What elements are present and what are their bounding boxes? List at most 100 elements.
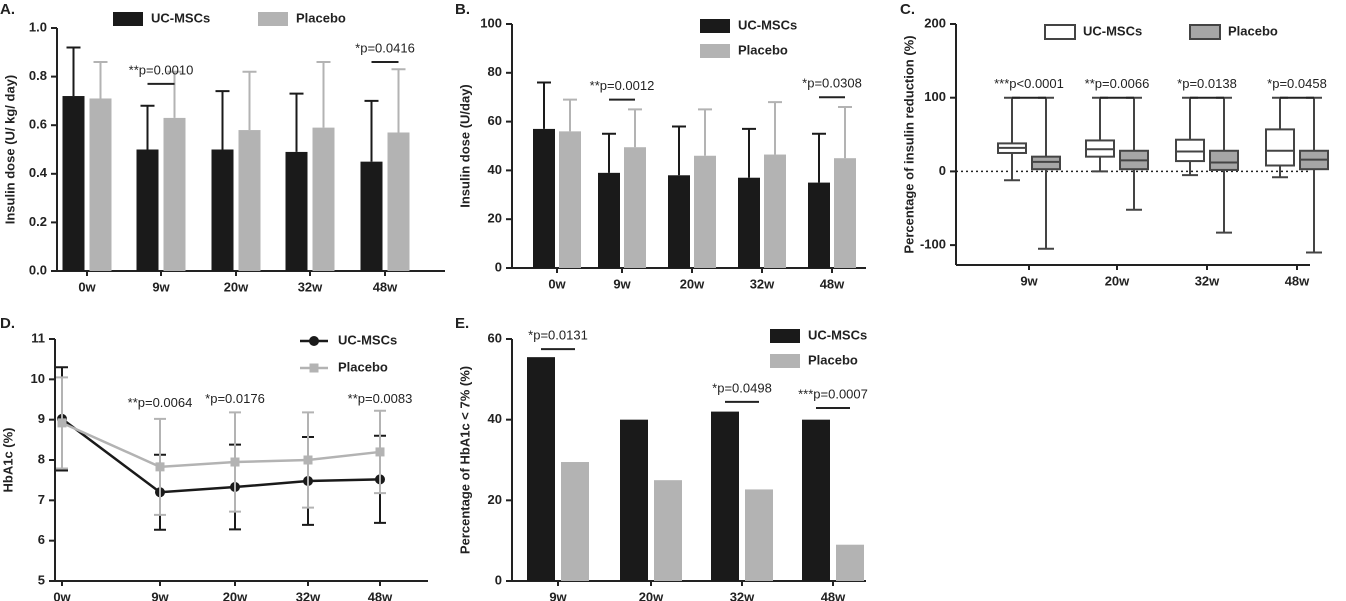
y-tick-label: 100 <box>480 15 502 30</box>
y-tick-label: 8 <box>38 451 45 466</box>
annotation: *p=0.0498 <box>712 380 772 395</box>
x-tick-label: 20w <box>224 279 249 294</box>
annotation: *p=0.0416 <box>355 40 415 55</box>
x-tick-label: 20w <box>223 589 248 601</box>
y-tick-label: 60 <box>488 113 502 128</box>
annotation: **p=0.0064 <box>128 395 193 410</box>
legend-marker <box>309 363 319 373</box>
error-bar <box>215 90 230 150</box>
bar <box>620 419 648 581</box>
x-tick-label: 9w <box>549 589 567 601</box>
legend-label: Placebo <box>338 359 388 374</box>
x-tick-label: 20w <box>639 589 664 601</box>
bar <box>89 98 112 271</box>
bar <box>802 419 830 581</box>
y-axis-label: Percentage of HbA1c < 7% (%) <box>457 366 472 554</box>
panel-title: D. <box>0 315 15 332</box>
error-bar <box>537 81 551 129</box>
annotation: **p=0.0010 <box>129 62 194 77</box>
panel-title: B. <box>455 1 470 18</box>
error-bar <box>391 68 406 133</box>
legend-label: UC-MSCs <box>738 17 797 32</box>
annotation: **p=0.0083 <box>348 391 413 406</box>
x-tick-label: 32w <box>296 589 321 601</box>
error-bar <box>742 127 756 178</box>
legend-swatch <box>113 12 143 26</box>
bar <box>836 544 864 581</box>
y-tick-label: 7 <box>38 492 45 507</box>
x-tick-label: 32w <box>730 589 755 601</box>
x-tick-label: 0w <box>78 279 96 294</box>
bar <box>711 411 739 581</box>
bar <box>738 177 760 268</box>
whisker <box>1004 96 1020 182</box>
y-tick-label: 60 <box>488 330 502 345</box>
legend-label: UC-MSCs <box>151 10 210 25</box>
y-tick-label: 80 <box>488 64 502 79</box>
x-tick-label: 0w <box>548 276 566 291</box>
marker <box>375 447 385 457</box>
y-tick-label: 0.8 <box>29 68 47 83</box>
y-axis-label: Insulin dose (U/day) <box>457 84 472 208</box>
panel-title: C. <box>900 1 915 18</box>
legend-swatch <box>258 12 288 26</box>
error-bar <box>838 105 852 159</box>
y-tick-label: 0.6 <box>29 117 47 132</box>
marker <box>230 457 240 467</box>
line <box>61 421 381 469</box>
legend-label: Placebo <box>738 42 788 57</box>
error-bar <box>364 99 379 162</box>
x-tick-label: 48w <box>821 589 846 601</box>
marker <box>155 462 165 472</box>
annotation: **p=0.0012 <box>590 78 655 93</box>
bar <box>624 147 646 268</box>
whisker <box>1182 96 1198 177</box>
box <box>1175 138 1205 163</box>
error-bar <box>140 104 155 150</box>
bar <box>808 182 830 268</box>
bar <box>668 175 690 268</box>
bar <box>561 462 589 581</box>
annotation: ***p=0.0007 <box>798 386 868 401</box>
x-tick-label: 20w <box>1105 273 1130 288</box>
bar <box>764 154 786 268</box>
bar <box>360 161 383 271</box>
x-tick-label: 9w <box>1020 273 1038 288</box>
bar <box>533 128 555 268</box>
y-tick-label: 0.4 <box>29 165 48 180</box>
legend-label: UC-MSCs <box>338 332 397 347</box>
annotation: ***p<0.0001 <box>994 76 1064 91</box>
error-bar <box>628 108 642 148</box>
legend-swatch <box>1189 24 1221 40</box>
x-tick-label: 9w <box>151 589 169 601</box>
error-bar <box>602 132 616 173</box>
box <box>1209 149 1239 171</box>
legend-label: UC-MSCs <box>808 327 867 342</box>
annotation: *p=0.0131 <box>528 328 588 343</box>
y-tick-label: 20 <box>488 492 502 507</box>
annotation: **p=0.0066 <box>1085 76 1150 91</box>
bar <box>136 149 159 271</box>
error-bar <box>768 101 782 155</box>
y-tick-label: 5 <box>38 572 45 587</box>
y-tick-label: 40 <box>488 411 502 426</box>
panel-title: A. <box>0 1 15 18</box>
y-tick-label: 20 <box>488 211 502 226</box>
bar <box>211 149 234 271</box>
x-tick-label: 48w <box>373 279 398 294</box>
bar <box>163 117 186 271</box>
legend-swatch <box>700 19 730 33</box>
y-tick-label: 9 <box>38 411 45 426</box>
error-bar <box>66 46 81 97</box>
legend-swatch <box>700 44 730 58</box>
y-tick-label: 0 <box>495 259 502 274</box>
bar <box>598 172 620 268</box>
y-tick-label: 10 <box>31 371 45 386</box>
y-tick-label: 40 <box>488 162 502 177</box>
y-axis-label: Insulin dose (U/ kg/ day) <box>2 75 17 225</box>
x-tick-label: 32w <box>298 279 323 294</box>
bar <box>285 151 308 271</box>
bar <box>694 155 716 268</box>
annotation: *p=0.0176 <box>205 391 265 406</box>
